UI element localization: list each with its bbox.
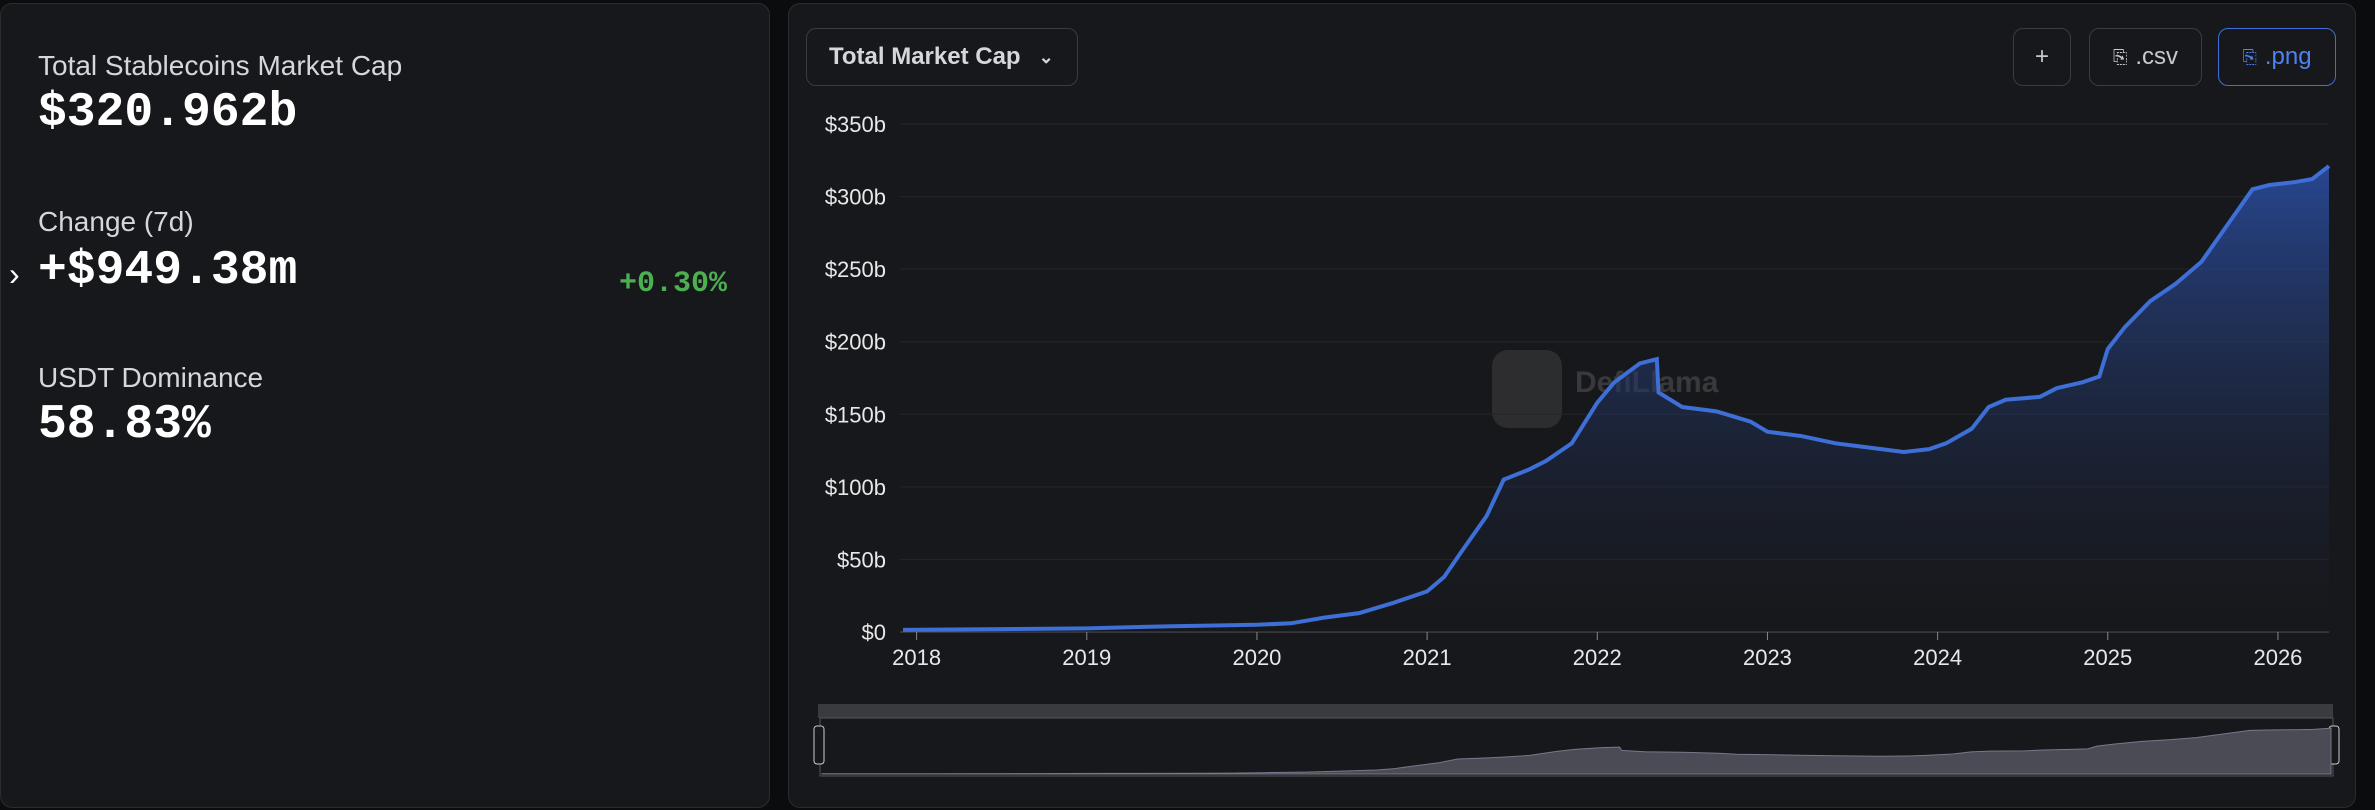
stats-panel: Total Stablecoins Market Cap $320.962b C… [0, 3, 770, 808]
dominance-label: USDT Dominance [38, 362, 264, 393]
y-tick-label: $50b [837, 547, 886, 572]
navigator-handle[interactable] [813, 725, 825, 765]
x-tick-label: 2021 [1403, 645, 1452, 670]
x-tick-label: 2024 [1913, 645, 1962, 670]
csv-label: .csv [2135, 43, 2179, 70]
change-value: +$949.38m [38, 244, 298, 298]
y-tick-label: $200b [825, 330, 886, 355]
market-cap-value: $320.962b [38, 86, 298, 140]
change-label: Change (7d) [38, 206, 194, 237]
x-tick-label: 2019 [1062, 645, 1111, 670]
y-tick-label: $250b [825, 257, 886, 282]
area-fill [903, 166, 2329, 632]
y-tick-label: $350b [825, 112, 886, 137]
y-tick-label: $150b [825, 402, 886, 427]
add-button[interactable]: + [2013, 28, 2071, 86]
market-cap-label: Total Stablecoins Market Cap [38, 50, 403, 81]
line [902, 164, 2331, 632]
x-tick-label: 2026 [2253, 645, 2302, 670]
x-tick-label: 2018 [892, 645, 941, 670]
y-tick-label: $300b [825, 185, 886, 210]
navigator-bar[interactable] [818, 704, 2333, 718]
png-label: .png [2264, 43, 2312, 70]
x-tick-label: 2025 [2083, 645, 2132, 670]
dropdown-label: Total Market Cap [829, 43, 1021, 70]
metric-dropdown[interactable]: Total Market Cap ⌄ [806, 28, 1078, 86]
x-tick-label: 2023 [1743, 645, 1792, 670]
png-button[interactable]: ⎘ .png [2218, 28, 2336, 86]
y-tick-label: $100b [825, 475, 886, 500]
y-tick-label: $0 [862, 620, 886, 645]
csv-button[interactable]: ⎘ .csv [2089, 28, 2202, 86]
navigator-area [821, 727, 2332, 775]
x-tick-label: 2022 [1573, 645, 1622, 670]
x-tick-label: 2020 [1232, 645, 1281, 670]
expand-arrow[interactable]: › [9, 256, 20, 292]
change-percent: +0.30% [618, 267, 727, 301]
dominance-value: 58.83% [38, 398, 211, 452]
